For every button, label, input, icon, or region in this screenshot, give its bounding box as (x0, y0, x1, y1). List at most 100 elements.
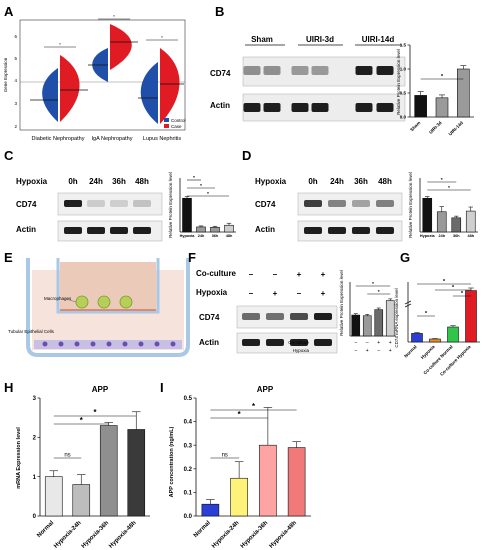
x-tick-label: 36h (453, 234, 460, 238)
chart-b: 0.0 0.5 1.0 1.5 Sham UIRI-3d UIRI-14d * (400, 43, 474, 137)
blot-strip-actin (297, 220, 403, 242)
blot-bands-c (64, 200, 151, 234)
x-tick-label: 36h (212, 234, 219, 238)
panel-c-chart: Relative Protein Expression level Hypoxi… (168, 172, 236, 238)
violin-control-dn (42, 68, 58, 122)
blot-strip-cd74 (236, 305, 338, 329)
blot-lane-label: UIRI-14d (362, 35, 395, 44)
bar (230, 477, 248, 517)
chart-f-sign: – (366, 340, 369, 346)
bar (374, 309, 384, 337)
axis-break (404, 303, 412, 308)
panel-letter-i: I (160, 380, 164, 395)
label-macrophages: Macrophages (44, 296, 72, 301)
y-tick-label: 2 (33, 435, 37, 441)
sig-star: * (207, 191, 209, 197)
sig-star: * (441, 177, 443, 183)
blot-row-label: CD74 (210, 69, 231, 78)
chart-ylabel: Relative Protein Expression level (408, 172, 413, 238)
x-tick-label: Hypoxia-24h (53, 520, 83, 550)
blot-row-label: CD74 (255, 200, 276, 209)
blot-strip-cd74 (297, 192, 403, 216)
bar (457, 68, 470, 118)
x-tick-label: 48h (226, 234, 233, 238)
blot-band (64, 200, 82, 207)
panel-g-chart: CD74 mRNA expression level Normal Hypoxia… (394, 279, 480, 377)
chart-ylabel: CD74 mRNA expression level (394, 288, 399, 347)
sig-star: * (200, 183, 202, 189)
pointer-line (65, 298, 77, 303)
x-tick-label: Normal (403, 344, 418, 359)
bar (351, 314, 361, 337)
panel-d-chart: Relative Protein Expression level Hypoxi… (408, 172, 478, 238)
blot-band (242, 313, 260, 320)
sign-hypoxia: + (273, 289, 278, 298)
chart-f-sign: + (389, 348, 392, 354)
x-tick-label: Hypoxia-24h (211, 520, 241, 550)
blot-lane-label: 0h (68, 177, 77, 186)
blot-band (263, 66, 281, 75)
blot-band (243, 103, 261, 112)
chart-ylabel: Relative Protein Expression level (168, 172, 173, 238)
blot-lane-label: 48h (378, 177, 392, 186)
sig-star: * (443, 279, 446, 285)
ns-label: ns (64, 453, 70, 459)
well-outer (26, 258, 190, 357)
y-tick-label: 0.1 (184, 491, 193, 497)
x-tick-label: Hypoxia-36h (240, 520, 270, 550)
blot-row-label: Actin (16, 225, 36, 234)
panel-a-ylabel: Gene Expression (3, 57, 8, 92)
chart-f-row-label: Hypoxia (293, 348, 310, 353)
panel-letter-g: G (400, 250, 410, 265)
blot-lane-label: Sham (251, 35, 273, 44)
chart-f-sign: + (366, 348, 369, 354)
macrophage-cell (119, 295, 133, 309)
x-tick-label: Sham (409, 120, 421, 132)
bar (210, 226, 220, 233)
panel-letter-b: B (215, 4, 224, 19)
blot-band (64, 227, 82, 234)
blot-lane-label: 48h (135, 177, 149, 186)
sig-star: * (452, 285, 455, 291)
blot-band (352, 200, 370, 207)
group-label-iga: IgA Nephropathy (92, 136, 133, 142)
blot-band (242, 339, 260, 346)
blot-condition-label: Hypoxia (196, 288, 228, 297)
x-tick-label: 48h (467, 234, 474, 238)
blot-row-label: CD74 (199, 313, 220, 322)
chart-title: APP (257, 385, 274, 394)
blot-band (290, 339, 308, 346)
violin-case-iga (110, 24, 132, 70)
x-tick-label: Normal (36, 520, 55, 539)
panel-letter-e: E (4, 250, 13, 265)
panel-letter-f: F (188, 250, 196, 265)
epithelial-cell (42, 341, 48, 347)
x-tick-label: Hypoxia (180, 234, 196, 238)
chart-f-sign: + (377, 340, 380, 346)
blot-band (263, 103, 281, 112)
blot-row-label: Actin (210, 101, 230, 110)
sign-coculture: – (249, 270, 254, 279)
y-tick-label: 1.5 (400, 43, 407, 48)
x-tick-label: Hypoxia (420, 344, 436, 360)
blot-band (314, 339, 332, 346)
blot-band (328, 227, 346, 234)
blot-lane-label: 24h (330, 177, 344, 186)
blot-lane-label: 36h (112, 177, 126, 186)
epithelial-cell (154, 341, 160, 347)
x-tick-label: Hypoxia-36h (81, 520, 111, 550)
bar (259, 444, 277, 517)
blot-band (304, 227, 322, 234)
sig-star: * (252, 402, 256, 411)
bar (287, 447, 306, 517)
sig-star: * (193, 175, 195, 181)
sig-star: * (441, 74, 444, 80)
panel-b-blot: Sham UIRI-3d UIRI-14d CD74 Actin (210, 35, 406, 122)
bar (465, 290, 477, 343)
panel-letter-d: D (242, 148, 251, 163)
sign-coculture: – (273, 270, 278, 279)
axis-break (404, 300, 412, 305)
violin-case-ln (160, 48, 180, 124)
